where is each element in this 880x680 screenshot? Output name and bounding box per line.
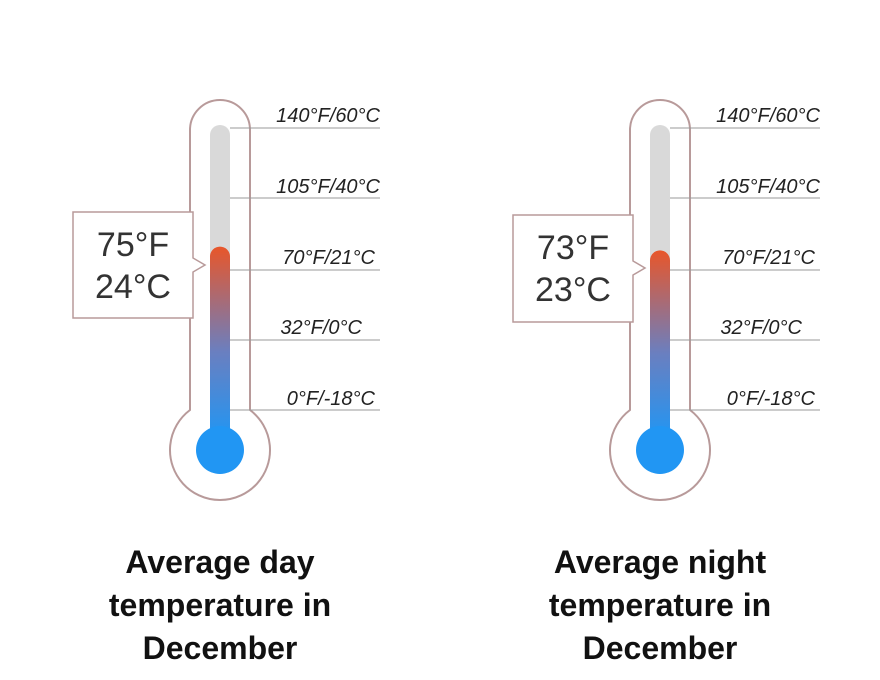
day-fahrenheit: 75°F — [96, 226, 170, 264]
scale-lines — [230, 127, 380, 411]
callout-box — [72, 211, 207, 319]
scale-label-70: 70°F/21°C — [282, 247, 375, 269]
callout-box — [512, 214, 647, 323]
scale-label-70: 70°F/21°C — [722, 247, 815, 269]
night-celsius: 23°C — [535, 271, 611, 309]
scale-label-140: 140°F/60°C — [716, 105, 820, 127]
mercury-column — [650, 250, 670, 438]
day-celsius: 24°C — [95, 268, 171, 306]
mercury-column — [210, 246, 230, 438]
scale-label-140: 140°F/60°C — [276, 105, 380, 127]
night-temperature-readout: 73°F 23°C — [514, 216, 632, 322]
thermometer-day: 140°F/60°C 105°F/40°C 70°F/21°C 32°F/0°C… — [72, 99, 381, 501]
thermometer-night: 140°F/60°C 105°F/40°C 70°F/21°C 32°F/0°C… — [512, 99, 821, 501]
thermometer-outline — [609, 99, 711, 501]
day-caption: Average day temperature in December — [108, 544, 332, 666]
scale-label-32: 32°F/0°C — [280, 317, 362, 339]
thermometer-outline — [169, 99, 271, 501]
night-fahrenheit: 73°F — [536, 229, 610, 267]
scale-label-105: 105°F/40°C — [716, 176, 820, 198]
scale-label-0: 0°F/-18°C — [287, 388, 376, 410]
night-caption: Average night temperature in December — [548, 544, 772, 666]
thermometer-bulb — [636, 426, 684, 474]
thermometer-bulb — [196, 426, 244, 474]
scale-lines — [670, 127, 820, 411]
scale-label-0: 0°F/-18°C — [727, 388, 816, 410]
day-temperature-readout: 75°F 24°C — [74, 213, 192, 319]
scale-label-105: 105°F/40°C — [276, 176, 380, 198]
scale-label-32: 32°F/0°C — [720, 317, 802, 339]
